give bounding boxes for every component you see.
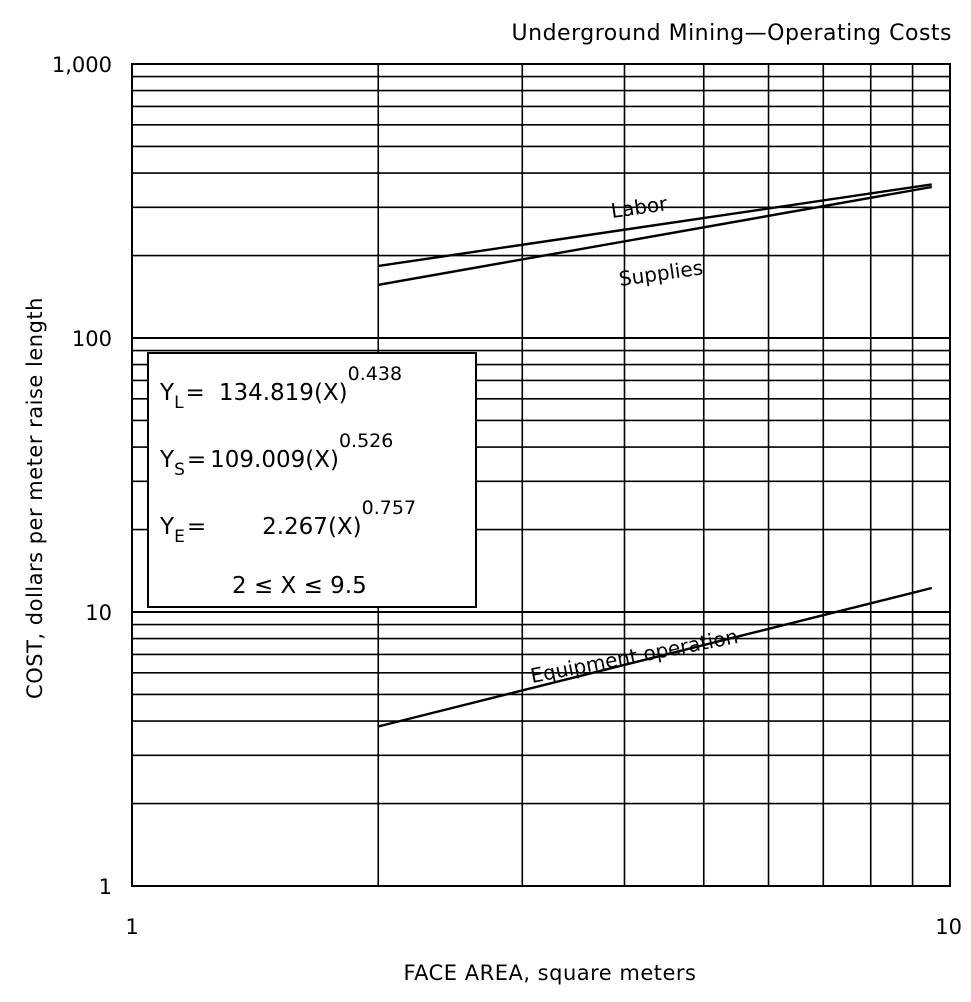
y-tick-label: 1,000	[52, 53, 112, 77]
equation-box-frame	[147, 352, 477, 608]
equation-equipment-eq: =	[187, 514, 206, 540]
equation-supplies-lhs: Y	[159, 447, 175, 473]
series-layer	[377, 183, 933, 728]
equation-supplies: YS= 109.009(X)0.526	[159, 430, 393, 480]
equation-range-note: 2 ≤ X ≤ 9.5	[232, 573, 367, 599]
series-label-supplies: Supplies	[617, 255, 704, 291]
equation-supplies-sub: S	[174, 460, 185, 480]
equation-labor-sub: L	[174, 393, 184, 413]
chart-title: Underground Mining—Operating Costs	[512, 21, 952, 46]
equation-box: YL= 134.819(X)0.438 YS= 109.009(X)0.526 YE…	[147, 352, 477, 608]
equation-supplies-exp: 0.526	[339, 430, 393, 452]
series-line-equipment-operation	[377, 586, 933, 728]
equation-supplies-eq: =	[187, 447, 206, 473]
series-label-equipment-operation: Equipment operation	[528, 624, 740, 688]
x-tick-label: 1	[125, 915, 138, 939]
equation-labor-lhs: Y	[159, 380, 175, 406]
equation-equipment-exp: 0.757	[362, 497, 416, 519]
series-line-labor	[378, 183, 932, 268]
y-tick-labels: 1 10 100 1,000	[52, 53, 112, 899]
equation-equipment-lhs: Y	[159, 514, 175, 540]
equation-labor: YL= 134.819(X)0.438	[159, 363, 402, 413]
x-tick-label: 10	[935, 915, 962, 939]
equation-supplies-coef: 109.009(X)	[210, 447, 339, 473]
equation-labor-exp: 0.438	[348, 363, 402, 385]
series-line-supplies	[377, 185, 933, 287]
y-tick-label: 10	[85, 601, 112, 625]
plot-frame	[131, 63, 951, 887]
series-label-labor: Labor	[609, 191, 669, 223]
x-tick-labels: 1 10	[125, 915, 962, 939]
y-tick-label: 1	[99, 875, 112, 899]
y-tick-label: 100	[72, 327, 112, 351]
y-axis-label: COST, dollars per meter raise length	[23, 297, 47, 699]
equation-equipment-sub: E	[174, 527, 185, 547]
equation-equipment: YE= 2.267(X)0.757	[159, 497, 416, 547]
equation-labor-coef: 134.819(X)	[219, 380, 348, 406]
equation-labor-eq: =	[186, 380, 205, 406]
equation-equipment-coef: 2.267(X)	[262, 514, 362, 540]
x-axis-label: FACE AREA, square meters	[403, 961, 696, 985]
